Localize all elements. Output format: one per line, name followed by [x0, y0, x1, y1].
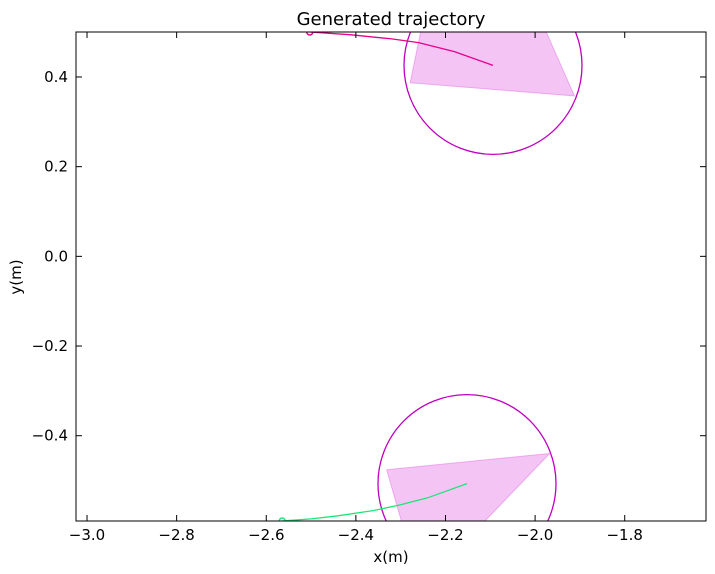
plot-area: [278, 32, 583, 521]
x-tick-label: −3.0: [69, 526, 105, 544]
x-axis-label: x(m): [373, 548, 408, 566]
y-tick-label: 0.0: [44, 247, 68, 265]
x-tick-label: −1.8: [606, 526, 642, 544]
y-axis-label: y(m): [7, 259, 25, 294]
fov-polygon-2: [386, 452, 551, 521]
chart-title: Generated trajectory: [297, 9, 486, 30]
start-marker-1: [306, 32, 314, 36]
trajectory-line-1: [309, 32, 494, 67]
x-tick-label: −2.0: [517, 526, 553, 544]
x-tick-label: −2.8: [158, 526, 194, 544]
x-tick-label: −2.6: [248, 526, 284, 544]
fov-polygon-1: [409, 32, 576, 97]
robot-circle-2: [377, 393, 557, 521]
y-tick-label: 0.4: [44, 68, 68, 86]
trajectory-line-2: [282, 482, 468, 521]
robot-circle-1: [403, 32, 583, 156]
start-marker-2: [278, 517, 286, 521]
y-axis: −0.4 −0.2 0.0 0.2 0.4: [32, 68, 706, 445]
x-axis: −3.0 −2.8 −2.6 −2.4 −2.2 −2.0 −1.8: [69, 32, 643, 544]
y-tick-label: −0.2: [32, 337, 68, 355]
x-tick-label: −2.2: [427, 526, 463, 544]
y-tick-label: 0.2: [44, 158, 68, 176]
x-tick-label: −2.4: [338, 526, 374, 544]
plot-frame: [75, 31, 707, 522]
y-tick-label: −0.4: [32, 427, 68, 445]
